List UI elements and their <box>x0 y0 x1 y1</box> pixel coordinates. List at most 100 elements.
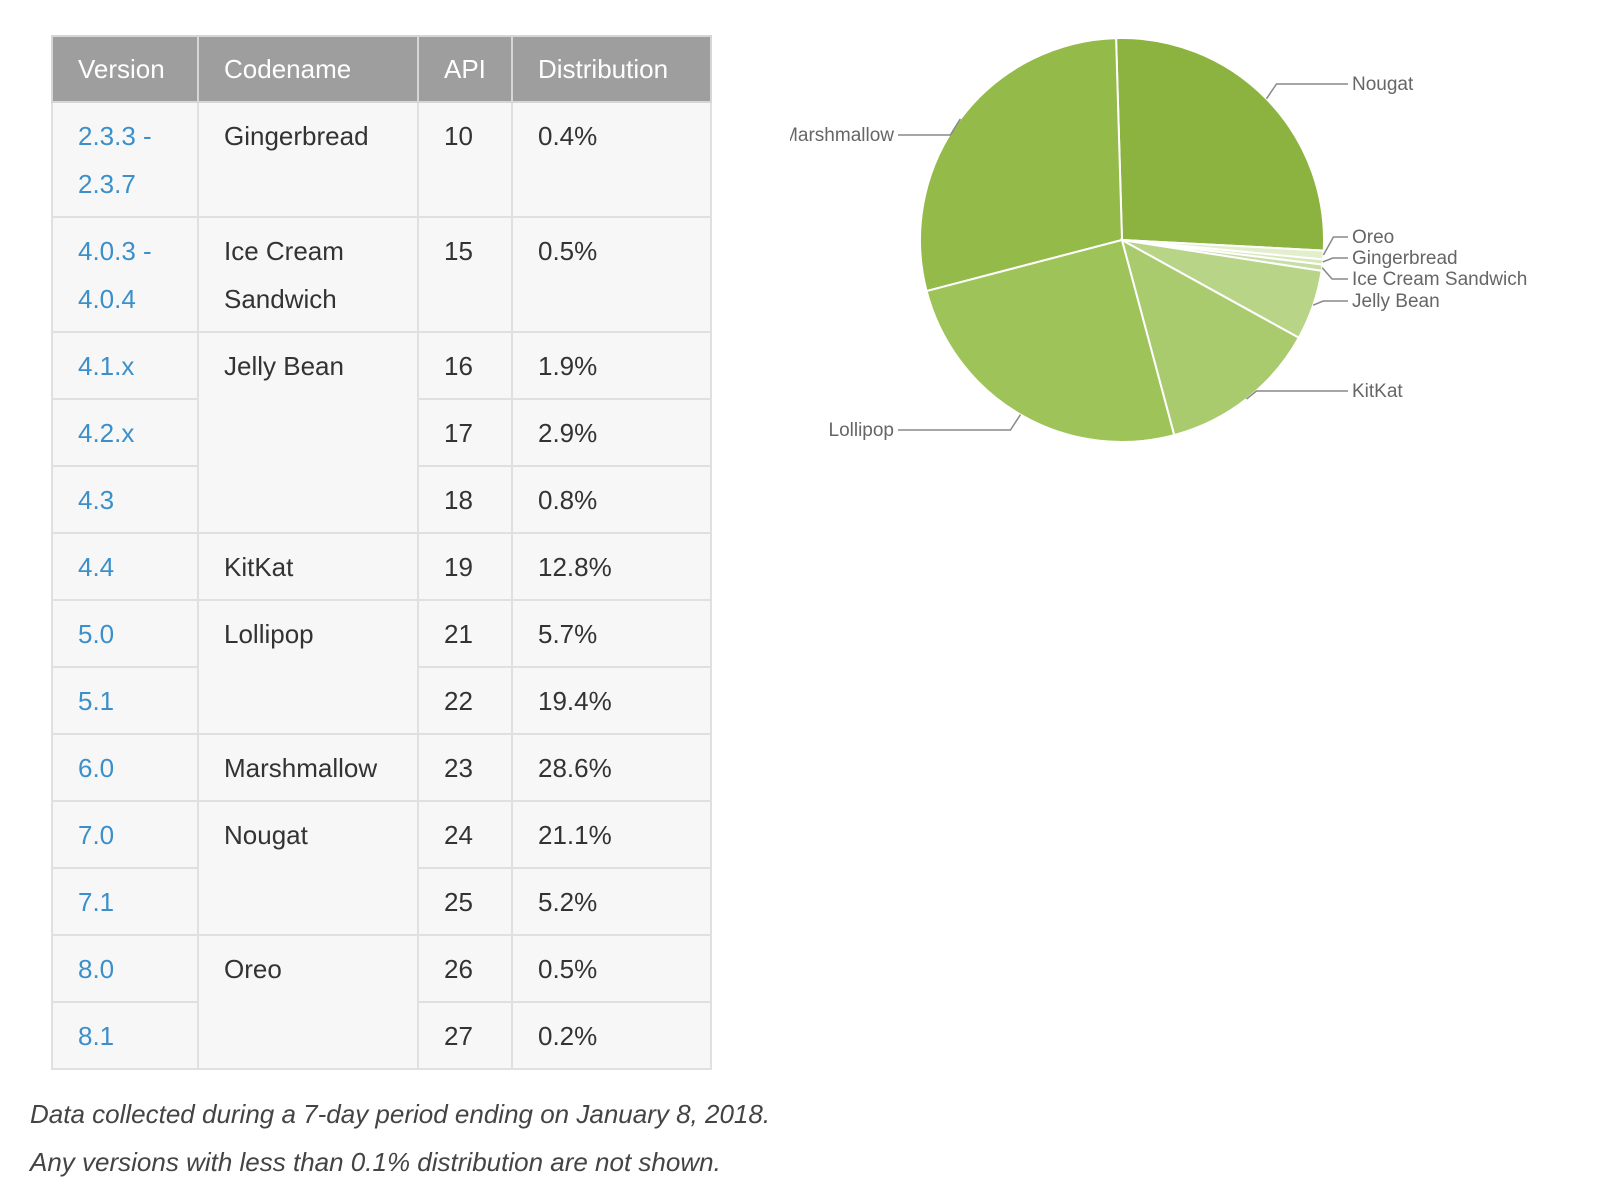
header-codename: Codename <box>197 35 419 103</box>
version-cell: 4.0.3 - 4.0.4 <box>51 216 199 333</box>
codename-cell: KitKat <box>197 532 419 601</box>
table-row: 7.1 25 5.2% <box>51 867 712 936</box>
footnote-threshold: Any versions with less than 0.1% distrib… <box>30 1147 721 1177</box>
version-cell: 8.1 <box>51 1001 199 1070</box>
table-row: 4.0.3 - 4.0.4 Ice Cream Sandwich 15 0.5% <box>51 216 712 333</box>
pie-slice-oreo <box>1121 239 1325 261</box>
pie-leader-line <box>1321 267 1348 280</box>
version-cell: 7.1 <box>51 867 199 936</box>
version-link[interactable]: 8.1 <box>78 1021 115 1051</box>
codename-cell: Marshmallow <box>197 733 419 802</box>
version-cell: 5.1 <box>51 666 199 735</box>
version-link[interactable]: 2.3.3 - 2.3.7 <box>78 121 152 199</box>
api-cell: 17 <box>417 398 513 467</box>
pie-label-gingerbread: Gingerbread <box>1352 248 1458 269</box>
distribution-table: Version Codename API Distribution 2.3.3 … <box>51 35 712 1070</box>
table-row: 4.2.x 17 2.9% <box>51 398 712 467</box>
api-cell: 23 <box>417 733 513 802</box>
version-cell: 6.0 <box>51 733 199 802</box>
version-cell: 4.4 <box>51 532 199 601</box>
api-cell: 21 <box>417 599 513 668</box>
table-row: 6.0 Marshmallow 23 28.6% <box>51 733 712 802</box>
header-api: API <box>417 35 513 103</box>
distribution-cell: 2.9% <box>511 398 712 467</box>
api-cell: 27 <box>417 1001 513 1070</box>
footnote-collection-period: Data collected during a 7-day period end… <box>30 1099 771 1129</box>
pie-slice-nougat <box>1115 37 1325 252</box>
version-cell: 7.0 <box>51 800 199 869</box>
pie-label-nougat: Nougat <box>1352 74 1414 95</box>
version-link[interactable]: 4.4 <box>78 552 115 582</box>
api-cell: 19 <box>417 532 513 601</box>
distribution-cell: 0.8% <box>511 465 712 534</box>
codename-cell: Ice Cream Sandwich <box>197 216 419 333</box>
pie-leader-line <box>898 414 1022 431</box>
distribution-cell: 5.2% <box>511 867 712 936</box>
api-cell: 24 <box>417 800 513 869</box>
distribution-cell: 0.5% <box>511 934 712 1003</box>
pie-label-oreo: Oreo <box>1352 227 1394 248</box>
table-row: 5.0 Lollipop 21 5.7% <box>51 599 712 735</box>
version-cell: 4.1.x <box>51 331 199 400</box>
api-cell: 25 <box>417 867 513 936</box>
pie-label-lollipop: Lollipop <box>829 420 895 441</box>
distribution-cell: 28.6% <box>511 733 712 802</box>
api-cell: 26 <box>417 934 513 1003</box>
version-cell: 4.3 <box>51 465 199 534</box>
pie-label-marshmallow: Marshmallow <box>790 125 894 146</box>
header-distribution: Distribution <box>511 35 712 103</box>
version-cell: 8.0 <box>51 934 199 1003</box>
table-row: 4.1.x Jelly Bean 16 1.9% <box>51 331 712 534</box>
table-row: 8.0 Oreo 26 0.5% <box>51 934 712 1070</box>
pie-slices <box>919 37 1325 443</box>
version-link[interactable]: 4.0.3 - 4.0.4 <box>78 236 152 314</box>
table-header-row: Version Codename API Distribution <box>51 35 712 103</box>
version-link[interactable]: 4.3 <box>78 485 115 515</box>
distribution-cell: 0.2% <box>511 1001 712 1070</box>
pie-leader-line <box>1322 257 1348 263</box>
table-row: 4.3 18 0.8% <box>51 465 712 534</box>
version-link[interactable]: 8.0 <box>78 954 115 984</box>
distribution-cell: 0.5% <box>511 216 712 333</box>
codename-cell: Lollipop <box>197 599 419 735</box>
distribution-cell: 19.4% <box>511 666 712 735</box>
distribution-pie-chart: Nougat Marshmallow Lollipop KitKat Jelly Bea… <box>790 37 1527 443</box>
version-link[interactable]: 5.1 <box>78 686 115 716</box>
footnotes: Data collected during a 7-day period end… <box>30 1090 770 1186</box>
distribution-cell: 5.7% <box>511 599 712 668</box>
api-cell: 18 <box>417 465 513 534</box>
distribution-cell: 0.4% <box>511 101 712 218</box>
version-link[interactable]: 6.0 <box>78 753 115 783</box>
table-row: 5.1 22 19.4% <box>51 666 712 735</box>
version-cell: 2.3.3 - 2.3.7 <box>51 101 199 218</box>
api-cell: 15 <box>417 216 513 333</box>
api-cell: 10 <box>417 101 513 218</box>
distribution-cell: 21.1% <box>511 800 712 869</box>
pie-slice-kitkat <box>1120 237 1301 437</box>
pie-label-ice-cream-sandwich: Ice Cream Sandwich <box>1352 269 1527 290</box>
distribution-cell: 12.8% <box>511 532 712 601</box>
pie-slice-lollipop <box>925 238 1176 443</box>
pie-leader-line <box>1246 390 1348 400</box>
header-version: Version <box>51 35 199 103</box>
table-body: 2.3.3 - 2.3.7 Gingerbread 10 0.4% 4.0.3 - 4.… <box>51 101 712 1070</box>
version-link[interactable]: 7.1 <box>78 887 115 917</box>
pie-label-jelly-bean: Jelly Bean <box>1352 291 1440 312</box>
table-row: 2.3.3 - 2.3.7 Gingerbread 10 0.4% <box>51 101 712 218</box>
codename-cell: Oreo <box>197 934 419 1070</box>
table-row: 8.1 27 0.2% <box>51 1001 712 1070</box>
table-row: 7.0 Nougat 24 21.1% <box>51 800 712 936</box>
pie-leader-line <box>1312 300 1348 306</box>
codename-cell: Jelly Bean <box>197 331 419 534</box>
version-link[interactable]: 4.2.x <box>78 418 135 448</box>
pie-label-kitkat: KitKat <box>1352 381 1403 402</box>
version-link[interactable]: 4.1.x <box>78 351 135 381</box>
api-cell: 16 <box>417 331 513 400</box>
version-link[interactable]: 5.0 <box>78 619 115 649</box>
pie-labels: Nougat Marshmallow Lollipop KitKat Jelly Bea… <box>790 74 1527 441</box>
api-cell: 22 <box>417 666 513 735</box>
version-cell: 5.0 <box>51 599 199 668</box>
version-link[interactable]: 7.0 <box>78 820 115 850</box>
table-row: 4.4 KitKat 19 12.8% <box>51 532 712 601</box>
codename-cell: Gingerbread <box>197 101 419 218</box>
